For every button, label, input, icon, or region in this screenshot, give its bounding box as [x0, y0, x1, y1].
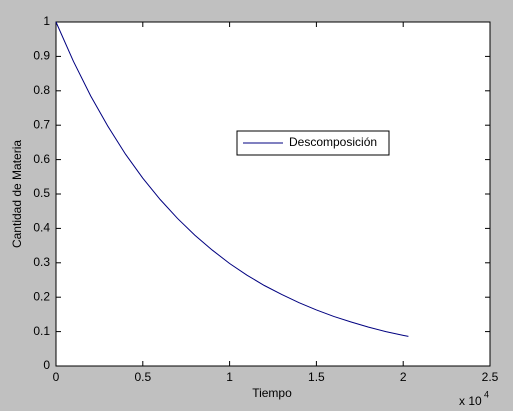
- legend-label: Descomposición: [289, 135, 377, 149]
- y-tick-label: 0.5: [33, 186, 50, 200]
- x-tick-label: 2: [400, 370, 407, 384]
- x-tick-label: 0.5: [134, 370, 151, 384]
- y-tick-label: 0.4: [33, 221, 50, 235]
- y-tick-label: 0.6: [33, 152, 50, 166]
- y-tick-label: 0.2: [33, 289, 50, 303]
- plot-area: [55, 21, 491, 367]
- x-tick-label: 2.5: [482, 370, 499, 384]
- x-axis-label: Tiempo: [252, 386, 292, 400]
- y-tick-label: 1: [43, 14, 50, 28]
- y-tick-label: 0: [43, 358, 50, 372]
- y-tick-label: 0.7: [33, 117, 50, 131]
- line-series: [55, 21, 409, 337]
- x-multiplier: x 10: [459, 394, 482, 408]
- y-tick-label: 0.9: [33, 49, 50, 63]
- y-tick-label: 0.1: [33, 324, 50, 338]
- x-tick-label: 1: [226, 370, 233, 384]
- x-multiplier-exponent: 4: [484, 389, 489, 399]
- x-tick-label: 0: [53, 370, 60, 384]
- x-tick-label: 1.5: [308, 370, 325, 384]
- y-axis-label: Cantidad de Materia: [10, 140, 24, 248]
- y-tick-label: 0.3: [33, 255, 50, 269]
- y-tick-label: 0.8: [33, 83, 50, 97]
